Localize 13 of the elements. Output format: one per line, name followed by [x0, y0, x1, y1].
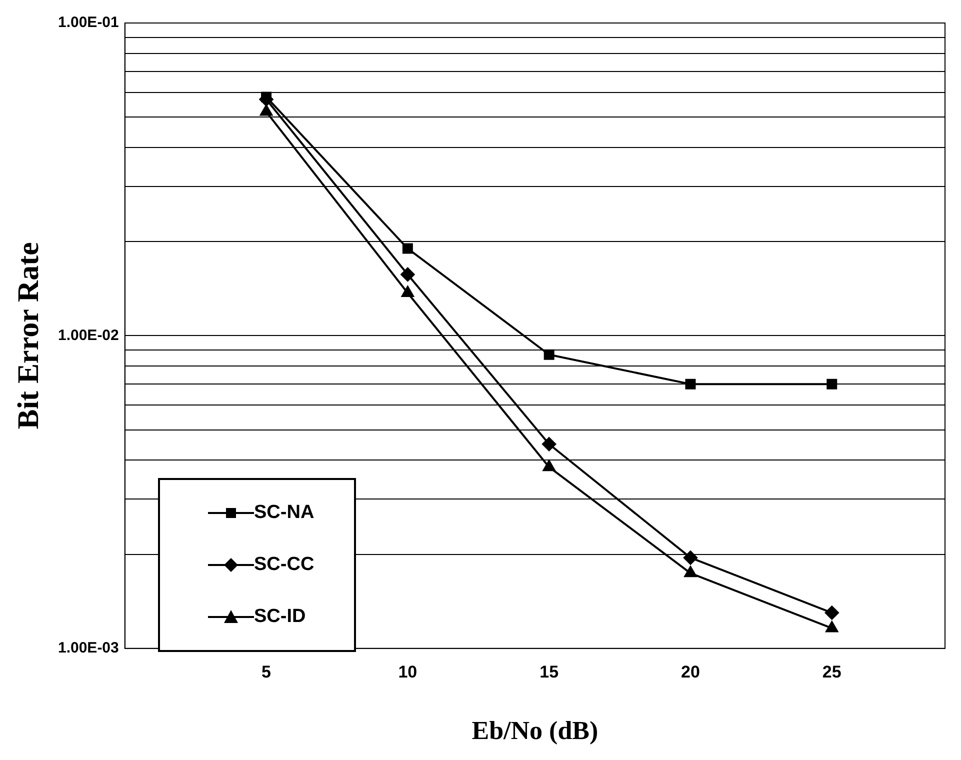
y-tick-label: 1.00E-03	[58, 640, 119, 657]
x-tick-label: 20	[681, 662, 700, 682]
x-tick-label: 5	[262, 662, 272, 682]
y-axis-title: Bit Error Rate	[12, 242, 45, 430]
x-tick-label: 15	[540, 662, 559, 682]
y-tick-label: 1.00E-01	[58, 14, 119, 32]
x-tick-label: 10	[398, 662, 418, 682]
y-tick-label: 1.00E-02	[58, 326, 119, 344]
legend-label: SC-NA	[254, 502, 314, 524]
x-axis-title: Eb/No (dB)	[472, 716, 598, 746]
legend-label: SC-CC	[254, 554, 314, 576]
x-tick-label: 25	[822, 662, 842, 682]
legend-label: SC-ID	[254, 606, 306, 628]
